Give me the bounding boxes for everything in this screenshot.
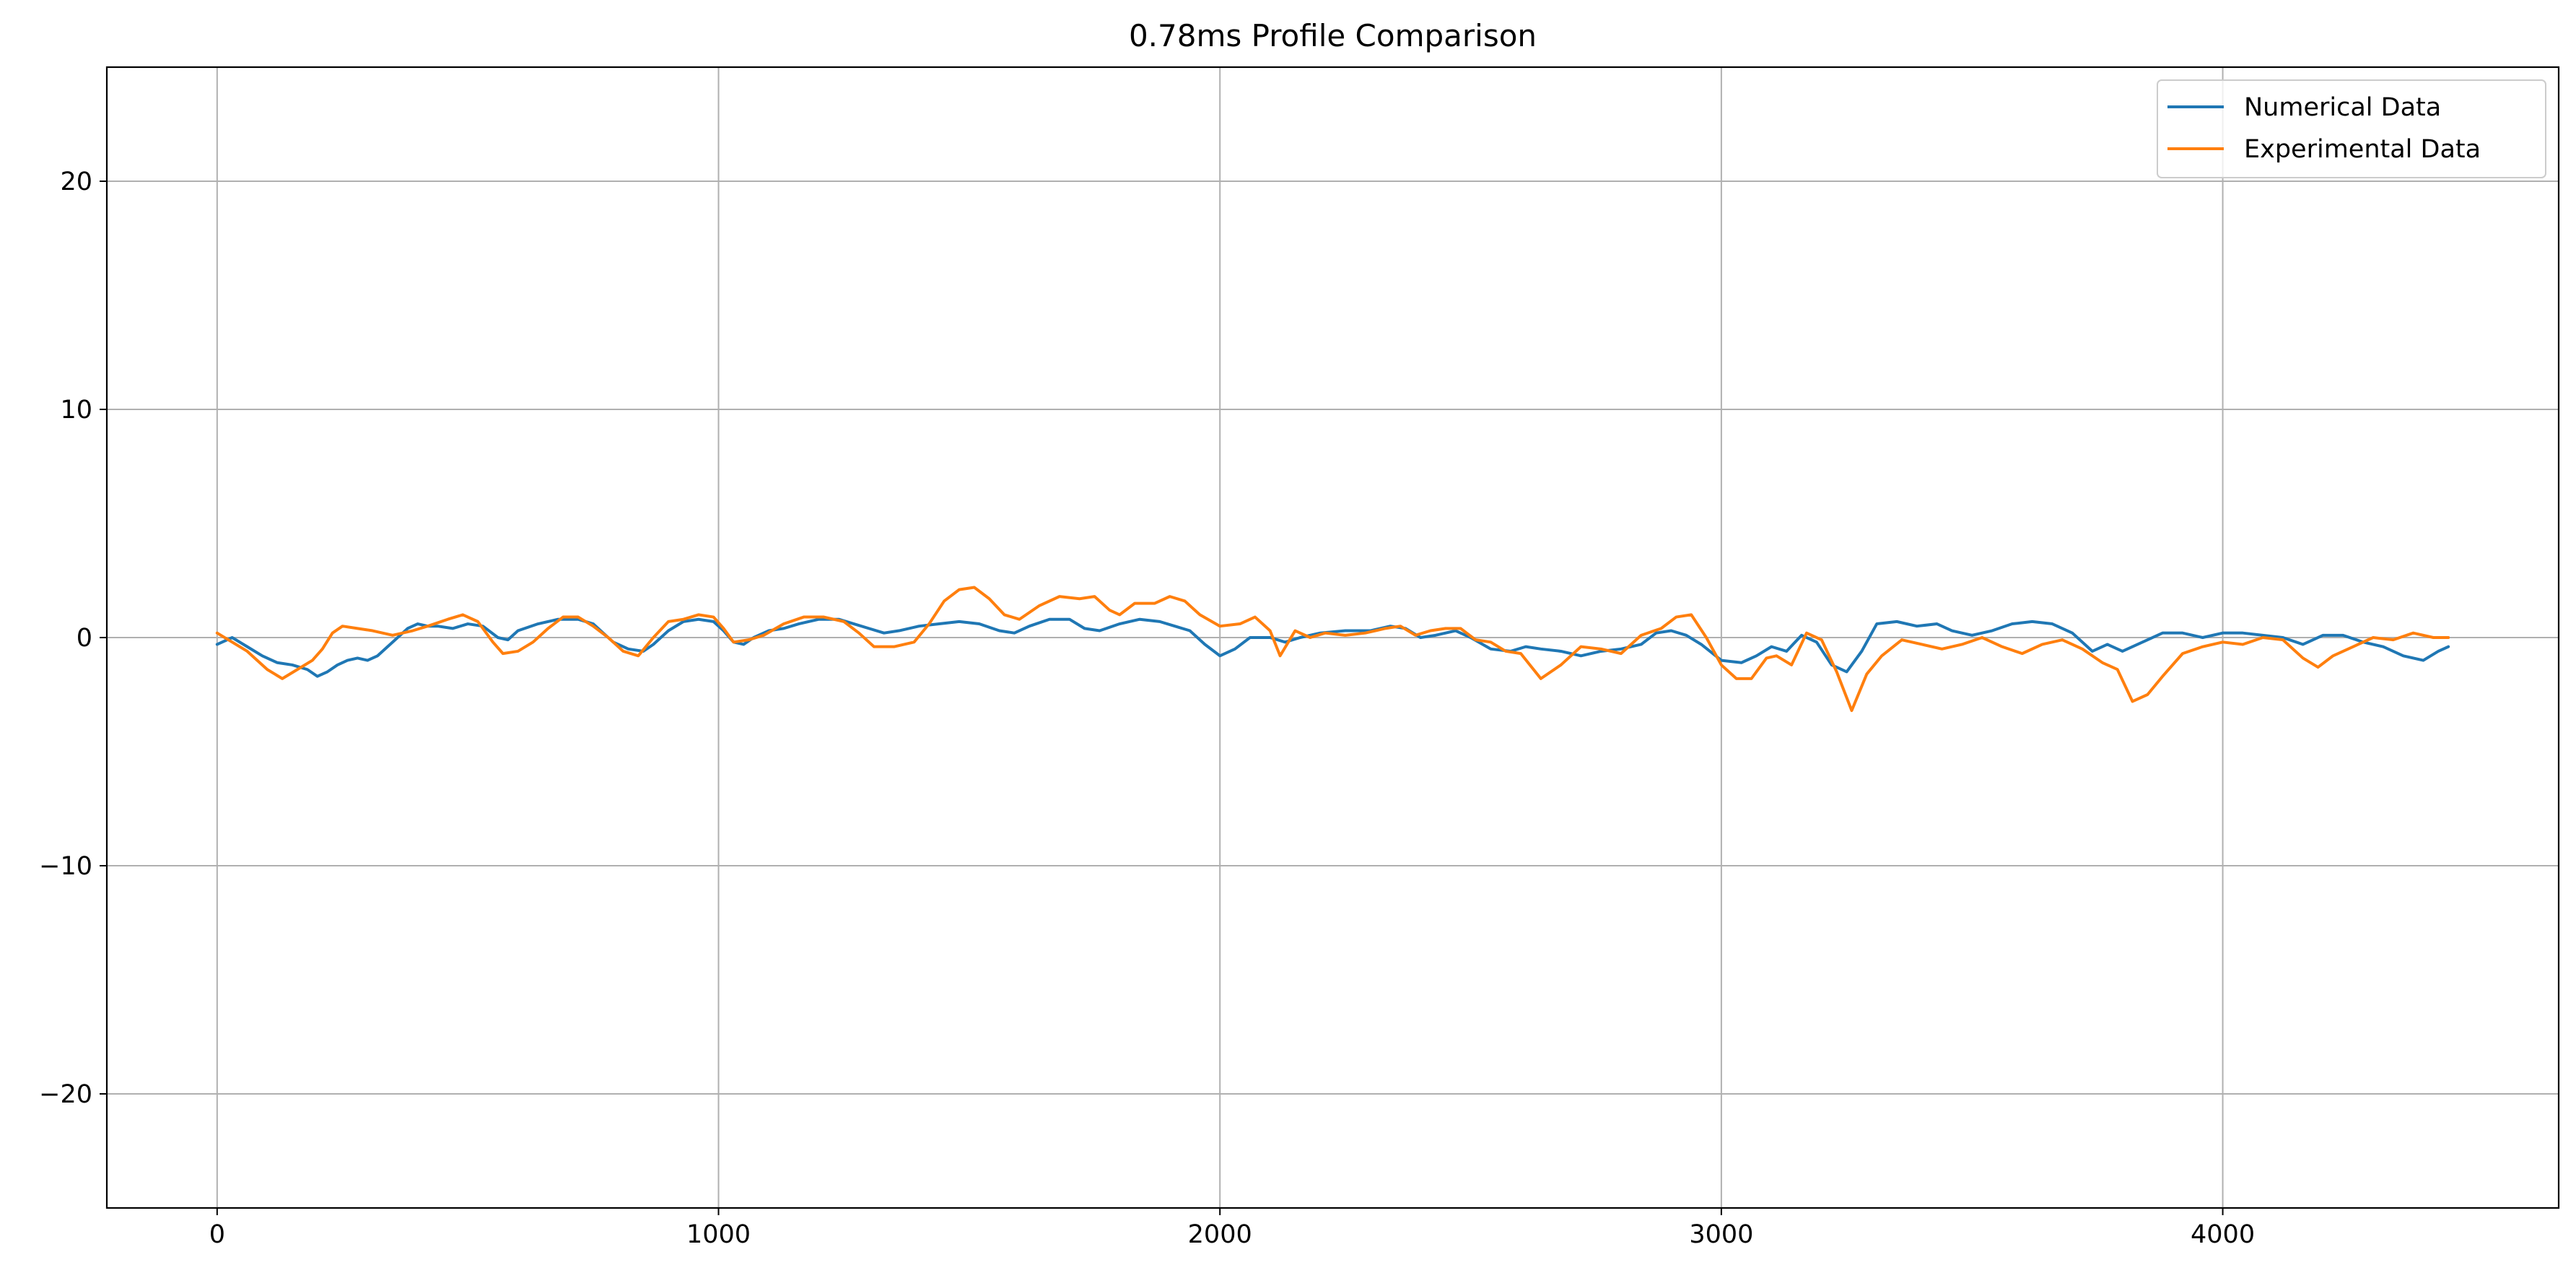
x-tick-label-4: 4000 bbox=[2191, 1220, 2255, 1249]
series-line-numerical-data bbox=[215, 617, 2450, 678]
x-tick-label-1: 1000 bbox=[686, 1220, 751, 1249]
x-tick-label-2: 2000 bbox=[1188, 1220, 1252, 1249]
y-tick-label-2: 0 bbox=[77, 624, 92, 653]
legend-label-numerical-data: Numerical Data bbox=[2244, 93, 2441, 122]
series-lines bbox=[215, 586, 2450, 713]
y-tick-label-0: −20 bbox=[39, 1080, 92, 1109]
grid-lines bbox=[107, 67, 2559, 1208]
legend-label-experimental-data: Experimental Data bbox=[2244, 135, 2481, 164]
axis-ticks: 0 1000 2000 3000 4000 −20 −10 0 10 20 bbox=[39, 168, 2255, 1249]
y-tick-label-3: 10 bbox=[60, 396, 92, 425]
legend: Numerical Data Experimental Data bbox=[2157, 79, 2546, 178]
y-tick-label-1: −10 bbox=[39, 852, 92, 881]
series-line-experimental-data bbox=[215, 586, 2450, 713]
y-tick-label-4: 20 bbox=[60, 168, 92, 196]
chart-title: 0.78ms Profile Comparison bbox=[1129, 18, 1537, 53]
legend-box bbox=[2157, 79, 2546, 178]
x-tick-label-0: 0 bbox=[209, 1220, 225, 1249]
x-tick-label-3: 3000 bbox=[1689, 1220, 1753, 1249]
